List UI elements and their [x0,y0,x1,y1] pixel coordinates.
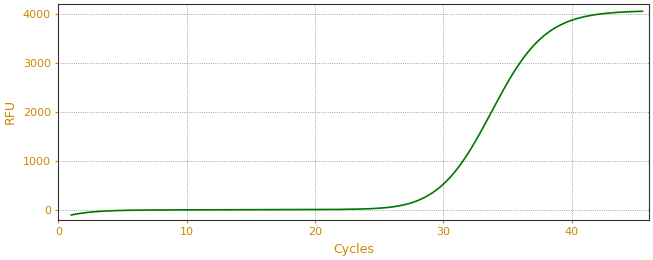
X-axis label: Cycles: Cycles [333,243,374,256]
Y-axis label: RFU: RFU [4,99,17,124]
